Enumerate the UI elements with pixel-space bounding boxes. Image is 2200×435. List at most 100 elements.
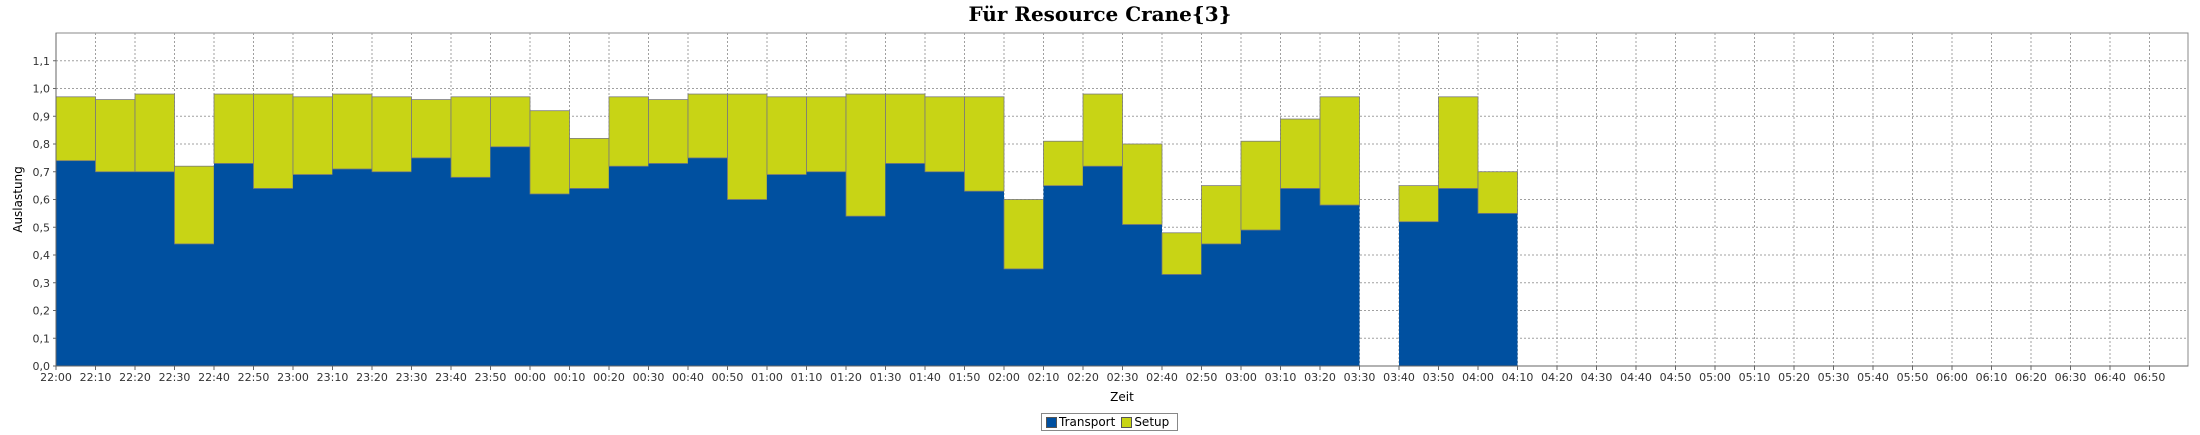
legend-swatch-setup xyxy=(1121,416,1133,428)
bar-transport xyxy=(1201,243,1241,366)
bar-transport xyxy=(1083,166,1123,366)
legend-label-setup: Setup xyxy=(1134,415,1170,429)
bar-setup xyxy=(924,96,965,173)
x-tick-label: 00:50 xyxy=(712,371,744,384)
x-tick-label: 04:30 xyxy=(1581,371,1613,384)
x-tick-label: 23:00 xyxy=(277,371,309,384)
bar-transport xyxy=(925,171,965,366)
y-tick-label: 0,8 xyxy=(33,138,51,151)
bar-setup xyxy=(608,96,649,167)
x-tick-label: 23:30 xyxy=(396,371,428,384)
bar-setup xyxy=(766,96,807,175)
bar-transport xyxy=(1043,185,1083,366)
x-tick-label: 06:40 xyxy=(2094,371,2126,384)
x-tick-label: 06:50 xyxy=(2134,371,2166,384)
x-tick-label: 05:30 xyxy=(1818,371,1850,384)
x-tick-label: 22:40 xyxy=(198,371,230,384)
y-tick-label: 0,7 xyxy=(33,166,51,179)
bar-setup xyxy=(490,96,531,148)
x-tick-label: 23:20 xyxy=(356,371,388,384)
x-tick-label: 03:20 xyxy=(1304,371,1336,384)
x-tick-label: 06:10 xyxy=(1976,371,2008,384)
x-tick-label: 03:40 xyxy=(1383,371,1415,384)
x-tick-label: 23:10 xyxy=(317,371,349,384)
x-tick-label: 23:50 xyxy=(475,371,507,384)
x-tick-label: 00:30 xyxy=(633,371,665,384)
x-tick-label: 05:10 xyxy=(1739,371,1771,384)
bar-setup xyxy=(727,93,768,200)
x-tick-label: 06:30 xyxy=(2055,371,2087,384)
y-tick-label: 1,0 xyxy=(33,83,51,96)
bar-setup xyxy=(134,93,175,173)
x-tick-label: 02:10 xyxy=(1028,371,1060,384)
bar-setup xyxy=(95,99,136,173)
bar-setup xyxy=(1122,143,1163,225)
bar-transport xyxy=(174,243,214,366)
bar-setup xyxy=(687,93,728,159)
bar-setup xyxy=(1319,96,1360,206)
x-tick-label: 00:10 xyxy=(554,371,586,384)
x-tick-label: 23:40 xyxy=(435,371,467,384)
bar-transport xyxy=(135,171,175,366)
bar-transport xyxy=(1478,213,1518,366)
x-tick-label: 22:30 xyxy=(159,371,191,384)
x-tick-label: 06:00 xyxy=(1936,371,1968,384)
x-tick-label: 02:00 xyxy=(988,371,1020,384)
bar-transport xyxy=(490,146,530,366)
legend: Transport Setup xyxy=(1041,413,1179,431)
legend-swatch-transport xyxy=(1046,416,1057,428)
x-tick-label: 05:00 xyxy=(1699,371,1731,384)
bar-transport xyxy=(56,160,96,366)
x-tick-label: 02:20 xyxy=(1067,371,1099,384)
bar-transport xyxy=(293,174,333,366)
y-tick-label: 0,2 xyxy=(33,305,51,318)
bar-setup xyxy=(1043,140,1084,187)
y-tick-label: 0,3 xyxy=(33,277,51,290)
x-tick-label: 01:50 xyxy=(949,371,981,384)
bar-transport xyxy=(1438,188,1478,366)
bar-transport xyxy=(1241,230,1281,366)
y-tick-label: 0,1 xyxy=(33,332,51,345)
bar-transport xyxy=(609,166,649,366)
bar-setup xyxy=(845,93,886,217)
bar-transport xyxy=(1399,221,1439,366)
bar-transport xyxy=(1320,205,1360,366)
bar-setup xyxy=(1280,118,1321,189)
bar-transport xyxy=(332,168,372,366)
bar-transport xyxy=(846,216,886,366)
x-tick-label: 02:30 xyxy=(1107,371,1139,384)
bar-setup xyxy=(569,138,610,189)
bar-setup xyxy=(648,99,689,164)
bar-setup xyxy=(1082,93,1123,167)
x-tick-label: 22:50 xyxy=(238,371,270,384)
bar-transport xyxy=(767,174,807,366)
bar-transport xyxy=(569,188,609,366)
bar-transport xyxy=(688,157,728,366)
bar-setup xyxy=(450,96,491,178)
bar-transport xyxy=(530,193,570,366)
bar-setup xyxy=(1201,185,1242,245)
bar-transport xyxy=(1280,188,1320,366)
legend-label-transport: Transport xyxy=(1059,415,1116,429)
x-tick-label: 02:50 xyxy=(1186,371,1218,384)
bar-transport xyxy=(1004,268,1044,366)
bar-setup xyxy=(885,93,926,164)
x-tick-label: 01:30 xyxy=(870,371,902,384)
bar-setup xyxy=(1477,171,1518,214)
x-tick-label: 22:10 xyxy=(80,371,112,384)
bar-setup xyxy=(332,93,373,170)
bar-setup xyxy=(1003,199,1044,270)
bar-transport xyxy=(1122,224,1162,366)
x-tick-label: 03:30 xyxy=(1344,371,1376,384)
bar-setup xyxy=(529,110,570,195)
x-tick-label: 00:00 xyxy=(514,371,546,384)
bar-setup xyxy=(253,93,294,189)
x-tick-label: 01:00 xyxy=(751,371,783,384)
x-tick-label: 05:20 xyxy=(1778,371,1810,384)
x-tick-label: 02:40 xyxy=(1146,371,1178,384)
x-tick-label: 03:00 xyxy=(1225,371,1257,384)
x-tick-label: 01:10 xyxy=(791,371,823,384)
x-tick-label: 04:40 xyxy=(1620,371,1652,384)
x-tick-label: 01:40 xyxy=(909,371,941,384)
